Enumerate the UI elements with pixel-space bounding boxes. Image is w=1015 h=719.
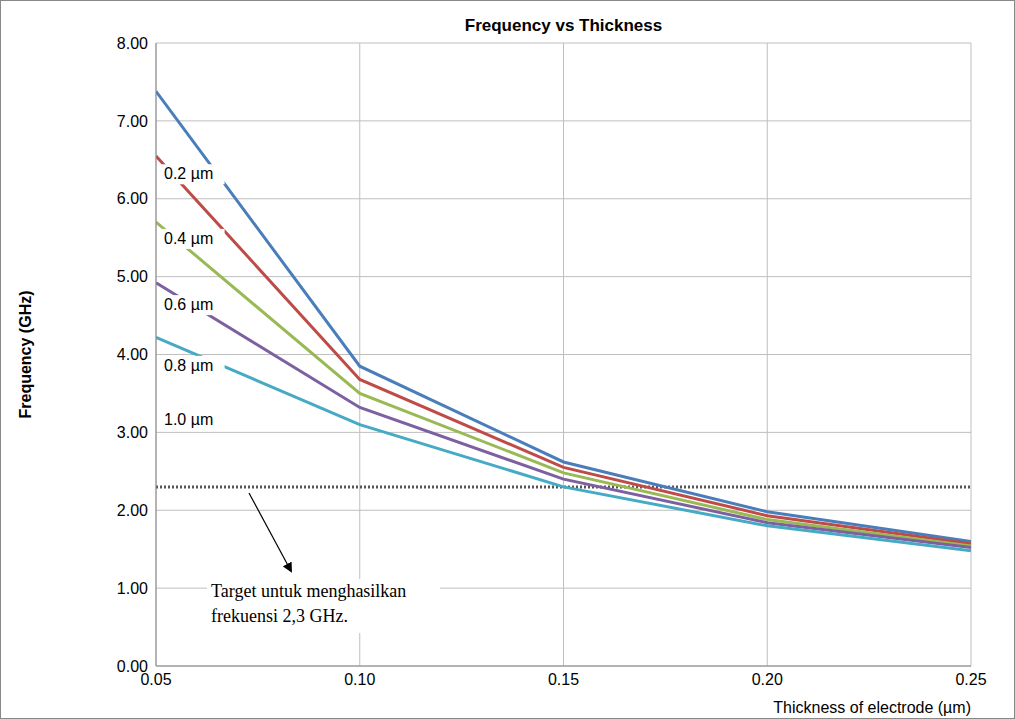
- svg-text:0.6 µm: 0.6 µm: [164, 296, 213, 313]
- svg-text:8.00: 8.00: [117, 35, 148, 52]
- svg-text:0.05: 0.05: [140, 671, 172, 689]
- svg-text:0.2 µm: 0.2 µm: [164, 165, 213, 182]
- svg-text:1.00: 1.00: [117, 580, 148, 597]
- svg-text:0.4 µm: 0.4 µm: [164, 230, 213, 247]
- svg-text:4.00: 4.00: [117, 346, 148, 363]
- svg-text:2.00: 2.00: [117, 502, 148, 519]
- svg-text:Frequency vs Thickness: Frequency vs Thickness: [465, 16, 662, 35]
- svg-text:1.0 µm: 1.0 µm: [164, 411, 213, 428]
- svg-text:5.00: 5.00: [117, 268, 148, 285]
- svg-text:frekuensi 2,3 GHz.: frekuensi 2,3 GHz.: [211, 606, 348, 626]
- svg-text:Target untuk menghasilkan: Target untuk menghasilkan: [211, 581, 406, 601]
- svg-text:0.20: 0.20: [752, 671, 783, 688]
- svg-text:6.00: 6.00: [117, 190, 148, 207]
- svg-text:3.00: 3.00: [117, 424, 148, 441]
- svg-text:0.00: 0.00: [117, 658, 148, 675]
- svg-text:0.15: 0.15: [548, 671, 579, 688]
- svg-text:Thickness of electrode (µm): Thickness of electrode (µm): [773, 699, 971, 716]
- svg-text:0.10: 0.10: [344, 671, 375, 688]
- svg-text:0.8 µm: 0.8 µm: [164, 357, 213, 374]
- svg-text:0.25: 0.25: [955, 671, 986, 688]
- svg-text:Frequency (GHz): Frequency (GHz): [17, 290, 34, 418]
- svg-text:7.00: 7.00: [117, 113, 148, 130]
